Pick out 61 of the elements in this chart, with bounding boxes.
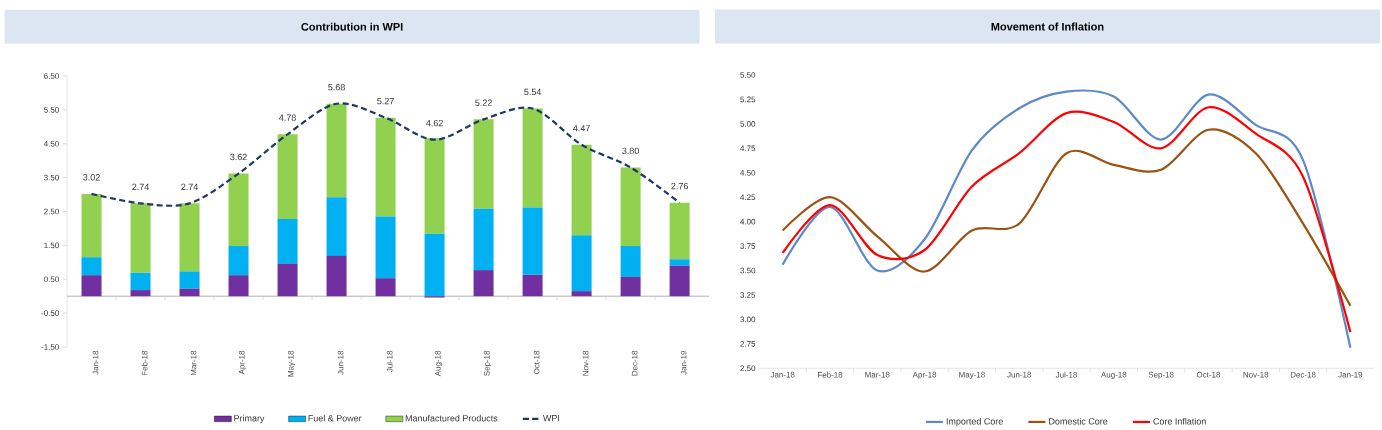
legend-label: Manufactured Products <box>405 414 498 422</box>
bar <box>81 193 102 258</box>
bar <box>130 272 151 291</box>
bar <box>424 138 445 234</box>
bar <box>81 275 102 297</box>
chart-title: Movement of Inflation <box>991 22 1104 31</box>
bar <box>571 291 592 297</box>
line-series <box>781 128 1352 307</box>
bar <box>326 255 347 297</box>
bar <box>179 203 200 272</box>
bar <box>375 216 396 279</box>
data-label: 5.68 <box>328 84 345 91</box>
bar <box>522 108 543 208</box>
bar <box>277 218 298 264</box>
legend-label: WPI <box>542 415 560 422</box>
bar <box>277 263 298 297</box>
legend-label: Core Inflation <box>1153 417 1206 425</box>
bar <box>326 197 347 256</box>
chart-title: Contribution in WPI <box>301 22 403 31</box>
legend-label: Imported Core <box>946 417 1003 427</box>
bar <box>277 134 298 219</box>
bar <box>228 246 249 276</box>
bar <box>81 257 102 276</box>
bar <box>326 103 347 198</box>
bar <box>130 290 151 297</box>
data-label: 2.74 <box>132 183 149 190</box>
bar <box>424 233 445 297</box>
bar <box>669 202 690 260</box>
data-label: 3.02 <box>83 174 100 181</box>
bar <box>669 259 690 266</box>
data-label: 5.22 <box>475 99 492 106</box>
data-label: 2.74 <box>181 183 198 190</box>
data-label: 5.54 <box>524 88 542 96</box>
bar <box>473 119 494 209</box>
bar <box>620 276 641 297</box>
legend-label: Fuel & Power <box>308 414 362 422</box>
data-label: 5.27 <box>377 97 394 105</box>
legend-label: Domestic Core <box>1049 417 1108 425</box>
bar <box>179 288 200 297</box>
data-label: 3.80 <box>622 147 639 155</box>
legend-label: Primary <box>234 414 265 424</box>
bar <box>228 173 249 247</box>
bar <box>130 203 151 273</box>
bar <box>473 208 494 271</box>
bar <box>228 275 249 297</box>
bar <box>571 235 592 292</box>
data-label: 2.76 <box>671 182 688 190</box>
bar <box>522 274 543 297</box>
bar <box>571 144 592 236</box>
data-label: 4.62 <box>426 119 443 127</box>
bar <box>620 167 641 247</box>
bar <box>669 265 690 297</box>
bar <box>620 246 641 277</box>
bar <box>375 117 396 217</box>
data-label: 4.78 <box>279 114 296 121</box>
bar <box>179 271 200 289</box>
bar <box>522 207 543 275</box>
data-label: 4.47 <box>573 125 590 132</box>
data-label: 3.62 <box>230 153 247 161</box>
bar <box>473 270 494 297</box>
bar <box>375 278 396 297</box>
